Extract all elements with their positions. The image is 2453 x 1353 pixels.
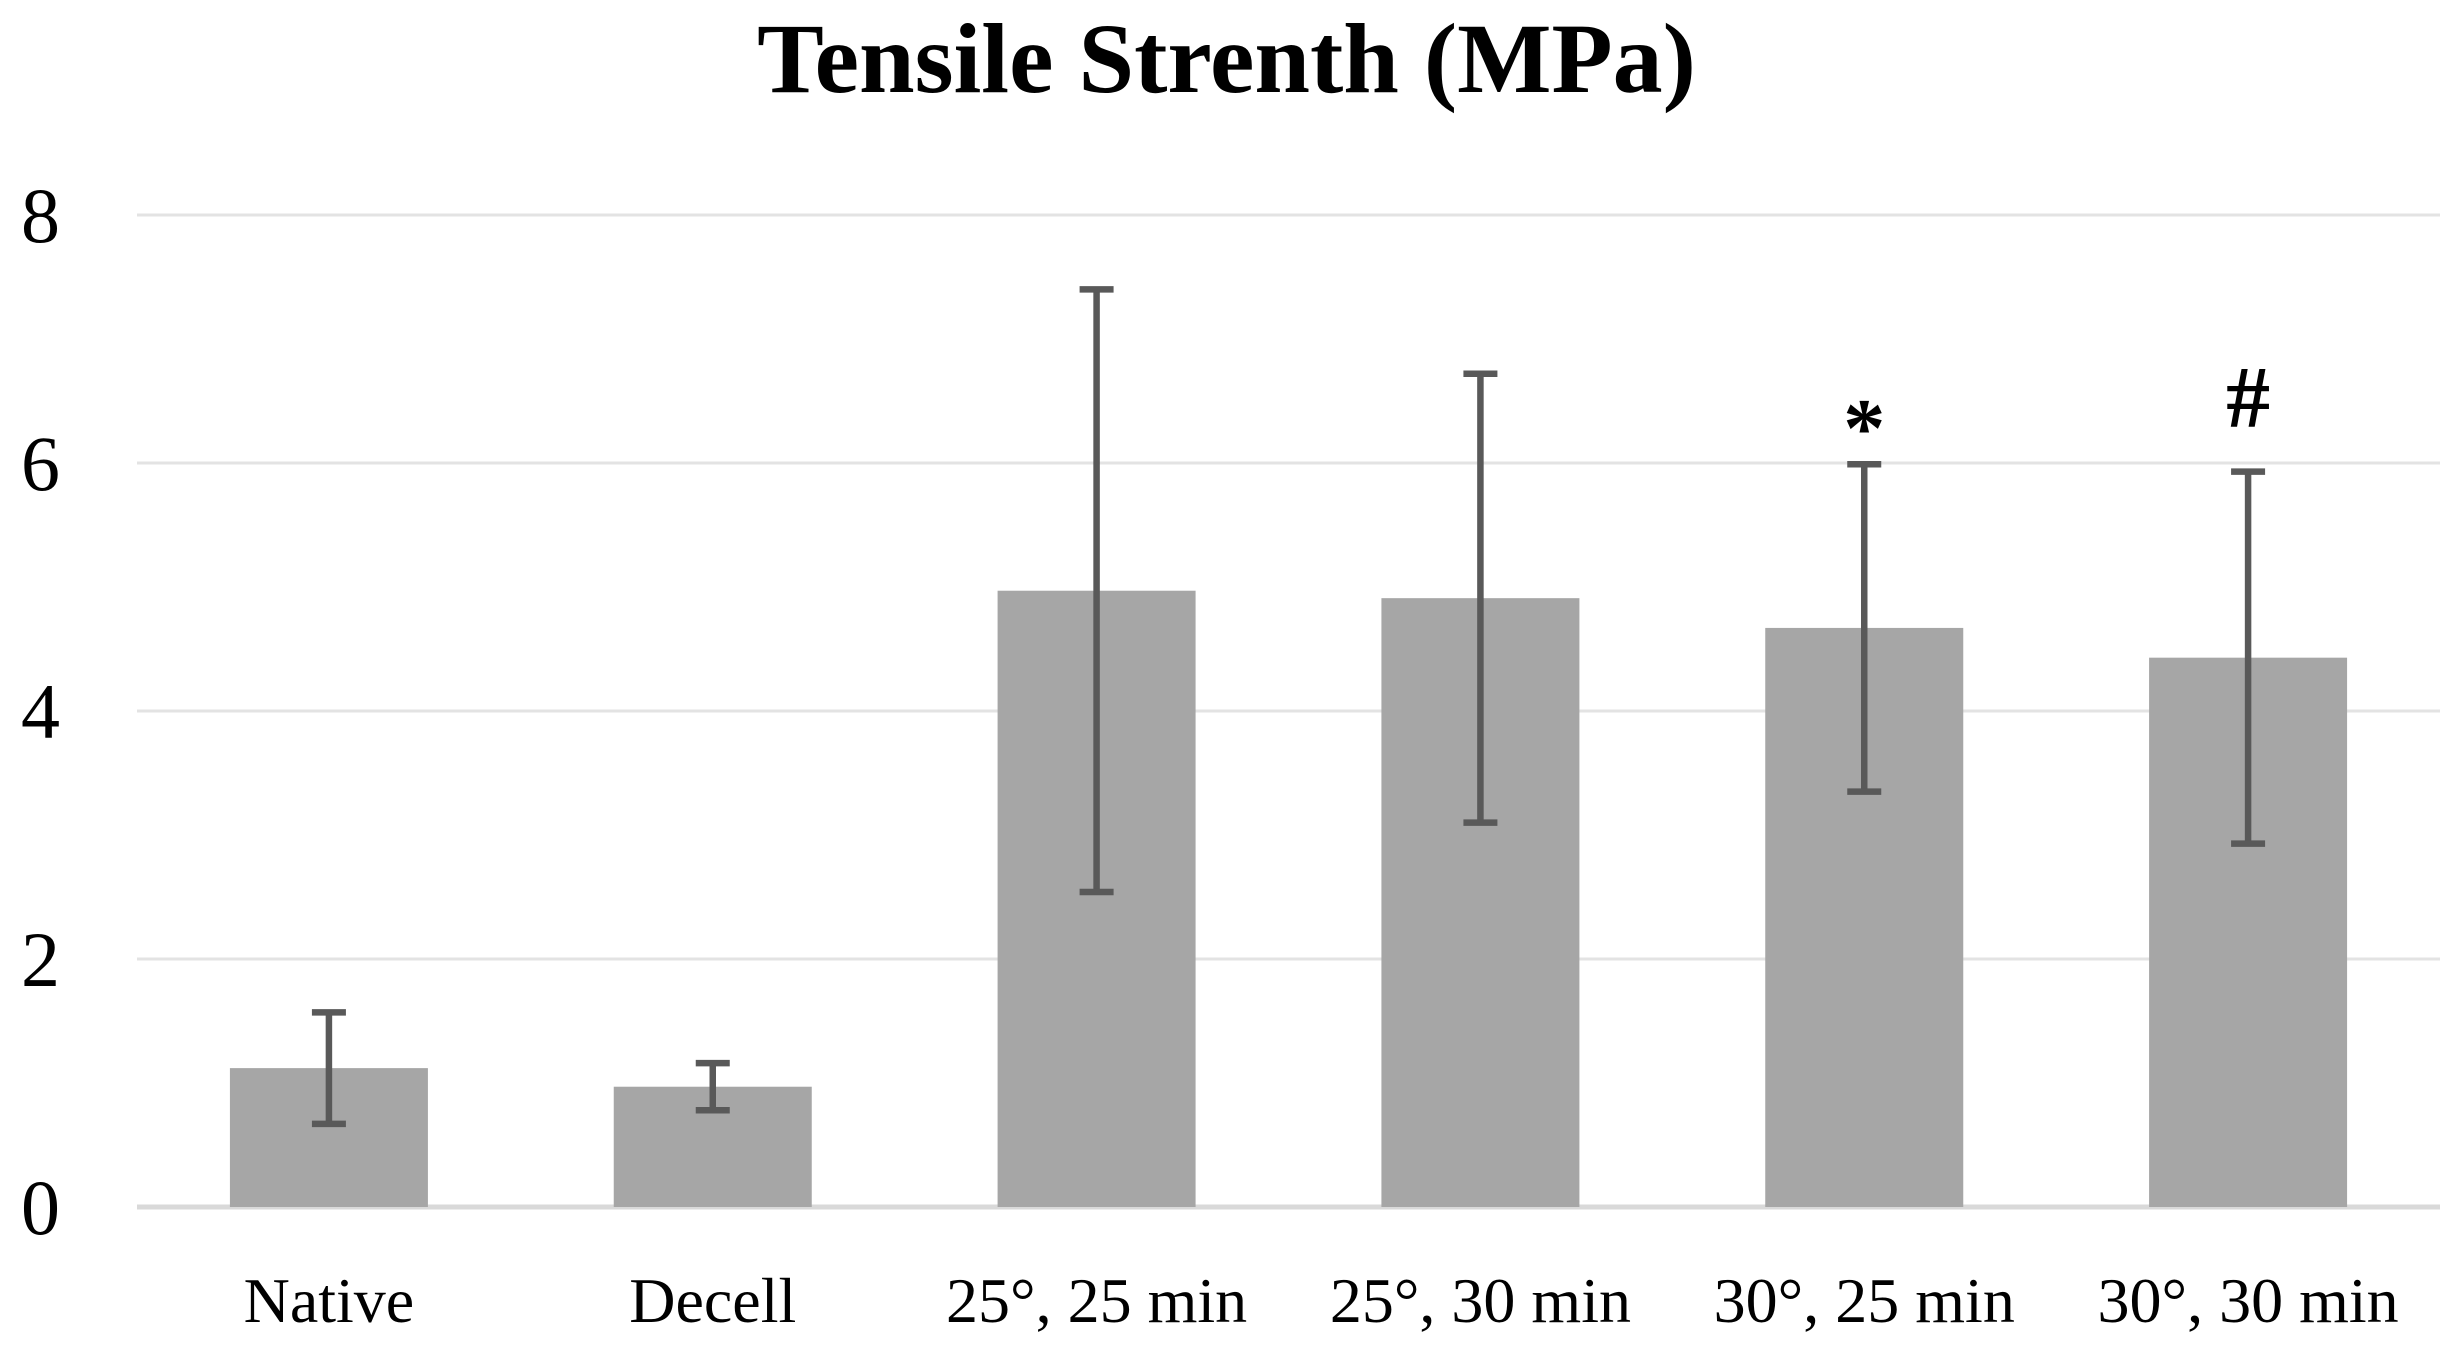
y-axis-tick-label: 8 bbox=[21, 172, 60, 259]
x-axis-category-label: 25°, 30 min bbox=[1330, 1265, 1631, 1336]
significance-marker: # bbox=[2226, 350, 2270, 447]
x-axis-category-label: Decell bbox=[629, 1265, 796, 1336]
x-axis-category-label: 25°, 25 min bbox=[946, 1265, 1247, 1336]
significance-marker: * bbox=[1843, 382, 1885, 475]
y-axis-tick-label: 2 bbox=[21, 916, 60, 1003]
x-axis-category-label: Native bbox=[244, 1265, 415, 1336]
chart-title: Tensile Strenth (MPa) bbox=[757, 3, 1696, 114]
y-axis-tick-label: 0 bbox=[21, 1164, 60, 1251]
y-axis-tick-label: 6 bbox=[21, 420, 60, 507]
y-axis-tick-label: 4 bbox=[21, 668, 60, 755]
x-axis-category-label: 30°, 30 min bbox=[2098, 1265, 2399, 1336]
x-axis-category-label: 30°, 25 min bbox=[1714, 1265, 2015, 1336]
